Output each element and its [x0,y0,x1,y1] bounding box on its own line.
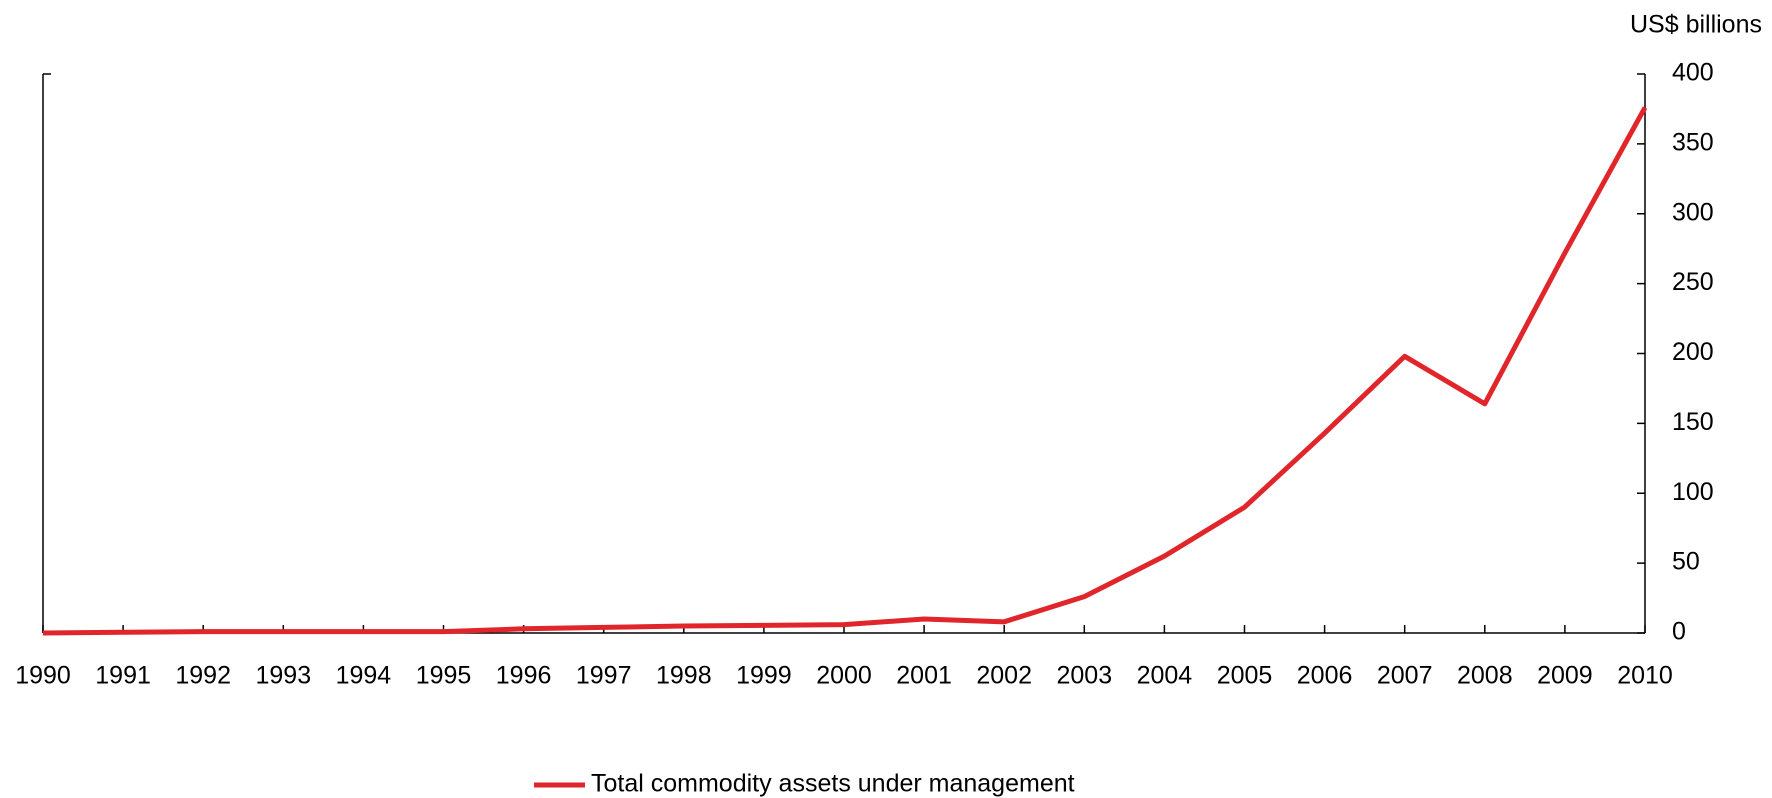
x-tick-label: 2001 [896,662,952,690]
x-tick-label: 1997 [576,662,632,690]
x-tick-label: 1992 [175,662,231,690]
y-tick-label: 400 [1672,59,1714,87]
x-tick-label: 2003 [1056,662,1112,690]
x-tick-label: 2008 [1457,662,1513,690]
x-tick-label: 1991 [95,662,151,690]
x-tick-label: 1996 [496,662,552,690]
y-tick-label: 150 [1672,408,1714,436]
y-tick-label: 100 [1672,478,1714,506]
line-series [42,106,1648,636]
x-tick-label: 1998 [656,662,712,690]
x-tick-label: 2000 [816,662,872,690]
y-axis-label: US$ billions [1630,11,1762,39]
y-tick-label: 200 [1672,338,1714,366]
y-tick-label: 50 [1672,548,1700,576]
y-tick-label: 350 [1672,128,1714,156]
x-tick-label: 2007 [1377,662,1433,690]
y-tick-label: 250 [1672,268,1714,296]
x-tick-label: 1990 [15,662,71,690]
legend-label: Total commodity assets under management [591,770,1075,798]
y-tick-label: 300 [1672,198,1714,226]
x-tick-label: 2005 [1217,662,1273,690]
x-tick-label: 2004 [1137,662,1193,690]
x-tick-label: 1999 [736,662,792,690]
x-tick-label: 1994 [336,662,392,690]
x-tick-label: 2009 [1537,662,1593,690]
x-tick-label: 2002 [976,662,1032,690]
x-tick-label: 2006 [1297,662,1353,690]
x-tick-label: 1995 [416,662,472,690]
x-tick-label: 2010 [1617,662,1673,690]
y-tick-label: 0 [1672,618,1686,646]
x-tick-label: 1993 [255,662,311,690]
